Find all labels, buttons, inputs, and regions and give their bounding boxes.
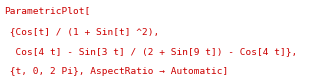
- Text: Cos[4 t] - Sin[3 t] / (2 + Sin[9 t]) - Cos[4 t]},: Cos[4 t] - Sin[3 t] / (2 + Sin[9 t]) - C…: [4, 47, 297, 56]
- Text: {t, 0, 2 Pi}, AspectRatio → Automatic]: {t, 0, 2 Pi}, AspectRatio → Automatic]: [4, 67, 228, 76]
- Text: ParametricPlot[: ParametricPlot[: [4, 7, 91, 16]
- Text: {Cos[t] / (1 + Sin[t] ^2),: {Cos[t] / (1 + Sin[t] ^2),: [4, 27, 160, 36]
